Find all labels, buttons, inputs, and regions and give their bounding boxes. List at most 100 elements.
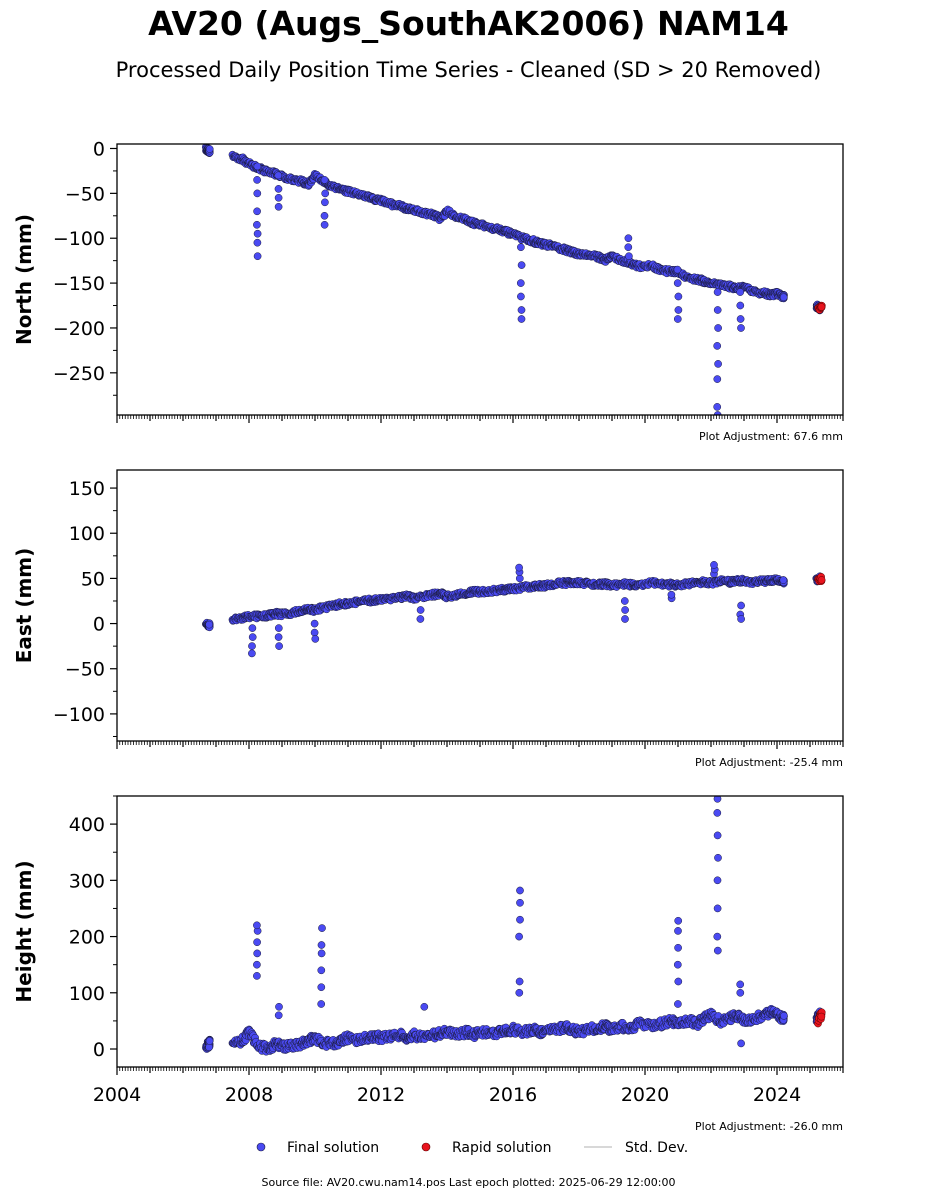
final-point	[274, 171, 283, 180]
y-tick-label: 100	[69, 983, 105, 1005]
final-point	[673, 279, 682, 287]
final-point	[713, 876, 722, 885]
final-point	[736, 301, 745, 310]
data-points	[202, 796, 826, 1056]
final-point	[621, 615, 629, 623]
final-point	[674, 927, 682, 935]
final-point	[713, 403, 722, 411]
final-point	[714, 360, 722, 368]
final-point	[517, 306, 526, 314]
final-point	[516, 279, 525, 287]
final-point	[321, 198, 329, 207]
y-tick-label: 300	[69, 870, 105, 892]
final-point	[320, 211, 329, 220]
final-point	[736, 980, 745, 989]
final-point	[253, 207, 261, 216]
final-point	[317, 966, 326, 975]
north-panel: 0 −50 −100 −150 −200 −250 North (mm) Plot Adjus…	[12, 138, 844, 443]
final-point	[515, 563, 523, 572]
final-point	[420, 1002, 429, 1011]
final-point	[248, 624, 257, 632]
final-point	[674, 943, 682, 952]
y-axis-label: East (mm)	[12, 548, 36, 664]
final-point	[713, 946, 722, 955]
legend-rapid-marker	[421, 1142, 431, 1152]
y-tick-label: −100	[53, 228, 105, 250]
y-tick-label: 150	[69, 478, 105, 500]
final-point	[713, 796, 722, 803]
final-point	[714, 853, 722, 862]
final-point	[713, 375, 722, 383]
rapid-point	[817, 303, 826, 311]
final-point	[253, 938, 261, 947]
final-point	[317, 941, 326, 949]
axes-frame	[116, 143, 844, 416]
final-point	[624, 234, 633, 243]
final-point	[205, 1037, 214, 1045]
final-point	[248, 649, 256, 658]
final-point	[517, 292, 525, 301]
final-point	[674, 306, 683, 314]
final-point	[317, 983, 326, 992]
final-point	[713, 288, 722, 296]
final-point	[274, 185, 283, 193]
final-point	[275, 1002, 283, 1011]
final-point	[253, 960, 261, 969]
final-point	[248, 642, 256, 650]
rapid-point	[817, 1012, 826, 1021]
final-point	[736, 988, 745, 997]
final-point	[205, 145, 214, 153]
final-point	[253, 921, 261, 930]
final-point	[317, 949, 326, 958]
y-tick-label: −50	[65, 183, 105, 205]
final-point	[253, 189, 262, 198]
y-tick-label: −250	[53, 363, 105, 385]
final-point	[713, 342, 722, 350]
final-point	[515, 977, 524, 986]
final-point	[710, 561, 718, 569]
y-tick-label: 200	[69, 927, 105, 949]
final-point	[515, 988, 524, 997]
final-point	[714, 324, 722, 332]
final-point	[674, 916, 683, 925]
final-point	[625, 252, 633, 261]
data-points	[201, 144, 826, 415]
y-axis-label: North (mm)	[12, 214, 36, 345]
x-tick-label: 2016	[489, 1084, 537, 1106]
final-point	[274, 202, 283, 211]
y-tick-label: 0	[93, 138, 105, 160]
source-note: Source file: AV20.cwu.nam14.pos Last epo…	[261, 1176, 676, 1189]
legend-stddev-label: Std. Dev.	[625, 1140, 688, 1156]
final-point	[416, 615, 425, 623]
final-point	[674, 977, 683, 986]
height-panel: 400 300 200 100 0 2004 2008 2012 2016 2020 2024 Hei…	[12, 795, 844, 1133]
final-point	[713, 932, 722, 941]
y-tick-label: −100	[53, 704, 105, 726]
final-point	[516, 886, 524, 895]
final-point	[517, 315, 526, 323]
final-point	[517, 261, 526, 269]
x-tick-label: 2024	[753, 1084, 801, 1106]
final-point	[737, 615, 745, 623]
final-point	[736, 315, 745, 323]
final-point	[620, 597, 629, 605]
final-point	[318, 924, 326, 932]
final-point	[713, 904, 722, 913]
chart-title: AV20 (Augs_SouthAK2006) NAM14	[148, 4, 789, 43]
y-tick-label: −200	[53, 318, 105, 340]
final-point	[517, 243, 525, 252]
final-point	[274, 633, 283, 641]
final-point	[515, 932, 523, 941]
y-tick-label: 50	[81, 568, 105, 590]
data-points	[202, 561, 826, 658]
final-point	[253, 949, 262, 958]
rapid-point	[817, 576, 826, 584]
final-point	[736, 288, 745, 296]
y-tick-label: −150	[53, 273, 105, 295]
final-point	[253, 252, 262, 261]
final-point	[673, 265, 682, 274]
final-point	[274, 1011, 283, 1020]
final-point	[624, 243, 633, 252]
final-point	[205, 620, 214, 629]
legend-final-marker	[256, 1142, 266, 1152]
